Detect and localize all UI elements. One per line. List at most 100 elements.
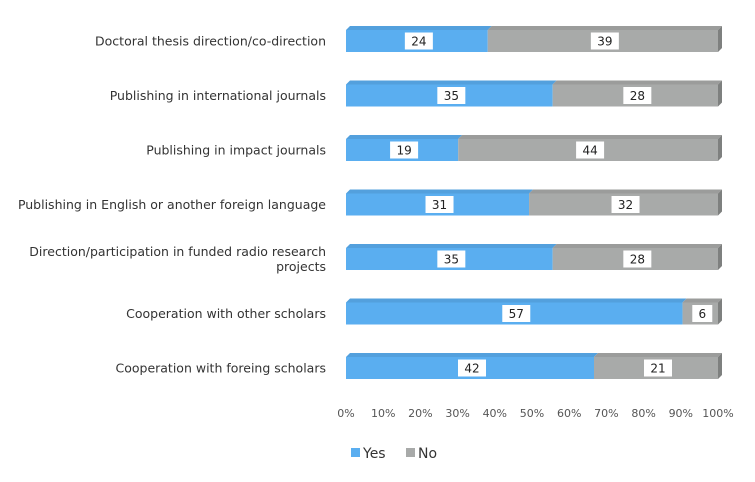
bar-yes-top-face — [346, 244, 557, 248]
data-label: 57 — [502, 305, 531, 322]
data-label: 28 — [623, 250, 652, 268]
bar-no-top-face — [529, 189, 722, 194]
bar-no-side-face — [718, 244, 722, 270]
tick-label: 70% — [594, 407, 618, 420]
data-label: 28 — [623, 87, 652, 104]
data-label-box — [611, 196, 640, 213]
data-label: 32 — [611, 196, 640, 213]
bar-no-top-face — [682, 298, 722, 303]
bar-yes-segment: 57 — [346, 298, 687, 325]
data-label-text: 32 — [618, 198, 633, 212]
data-label-box — [437, 87, 466, 104]
bar-no-side-face — [718, 189, 722, 216]
data-label: 21 — [644, 359, 672, 377]
legend-swatch — [351, 448, 360, 457]
data-label-text: 21 — [650, 362, 665, 376]
bar-no-segment: 39 — [487, 26, 722, 52]
value-axis-ticks: 0% 10% 20% 30% 40% 50% 60% 70% 80% 90% 100% — [337, 407, 733, 420]
legend-label: No — [418, 446, 437, 462]
data-label-text: 35 — [444, 89, 459, 103]
tick-label: 90% — [669, 407, 693, 420]
bar-no-segment: 6 — [682, 298, 722, 325]
bar-row: 57 6 — [346, 298, 722, 325]
bar-yes-top-face — [346, 135, 463, 139]
data-label-text: 42 — [464, 362, 479, 376]
category-label: Doctoral thesis direction/co-direction — [95, 34, 326, 49]
bar-no-segment: 28 — [552, 244, 722, 270]
legend-label: Yes — [362, 446, 386, 462]
data-label-text: 31 — [432, 198, 447, 212]
data-label: 42 — [458, 359, 486, 377]
bar-yes-top-face — [346, 80, 557, 85]
bar-no-segment: 32 — [529, 189, 722, 216]
bar-no-top-face — [458, 135, 722, 139]
data-label-box — [590, 32, 619, 50]
category-label: Publishing in English or another foreign… — [18, 197, 326, 212]
data-label: 31 — [425, 196, 454, 213]
bar-no-side-face — [718, 80, 722, 107]
tick-label: 100% — [702, 407, 733, 420]
data-label-text: 6 — [698, 307, 706, 321]
data-label-box — [437, 250, 466, 268]
bar-yes-segment: 24 — [346, 26, 492, 52]
bar-yes-segment: 31 — [346, 189, 534, 216]
data-label-text: 28 — [630, 253, 645, 267]
data-label-box — [390, 141, 419, 159]
bar-yes-segment: 35 — [346, 80, 557, 107]
data-label: 6 — [692, 305, 713, 322]
bar-no-top-face — [552, 244, 722, 248]
tick-label: 0% — [337, 407, 354, 420]
category-label: Publishing in impact journals — [146, 143, 326, 158]
data-label: 35 — [437, 250, 466, 268]
data-label: 24 — [404, 32, 433, 50]
data-label-text: 24 — [411, 35, 426, 49]
data-label-text: 19 — [396, 144, 411, 158]
data-label-text: 57 — [509, 307, 524, 321]
bar-no-side-face — [718, 353, 722, 379]
bar-no-side-face — [718, 298, 722, 325]
tick-label: 10% — [371, 407, 395, 420]
bar-no-top-face — [594, 353, 722, 357]
category-label: Direction/participation in funded radio … — [29, 244, 326, 274]
bar-no-side-face — [718, 26, 722, 52]
bar-no-segment: 44 — [458, 135, 722, 161]
bar-no-side-face — [718, 135, 722, 161]
data-label-box — [458, 359, 486, 377]
category-label: Publishing in international journals — [110, 88, 326, 103]
bar-row: 19 44 — [346, 135, 722, 161]
data-label-box — [576, 141, 605, 159]
category-label: Cooperation with foreing scholars — [115, 361, 326, 376]
category-axis-labels: Doctoral thesis direction/co-direction Pu… — [18, 34, 326, 376]
bar-row: 24 39 — [346, 26, 722, 52]
tick-label: 30% — [445, 407, 469, 420]
data-label-text: 44 — [582, 144, 597, 158]
tick-label: 80% — [631, 407, 655, 420]
bar-no-segment: 28 — [552, 80, 722, 107]
bar-yes-top-face — [346, 189, 534, 194]
bar-yes-top-face — [346, 26, 492, 30]
bar-row: 35 28 — [346, 244, 722, 270]
data-label: 35 — [437, 87, 466, 104]
category-label: Cooperation with other scholars — [126, 306, 326, 321]
data-label: 19 — [390, 141, 419, 159]
tick-label: 20% — [408, 407, 432, 420]
bar-yes-top-face — [346, 353, 598, 357]
data-label-box — [404, 32, 433, 50]
legend-item-no: No — [406, 446, 437, 462]
tick-label: 50% — [520, 407, 544, 420]
data-label-box — [644, 359, 672, 377]
tick-label: 60% — [557, 407, 581, 420]
bar-no-top-face — [487, 26, 722, 30]
bar-row: 42 21 — [346, 353, 722, 379]
legend-item-yes: Yes — [351, 446, 386, 462]
bar-row: 31 32 — [346, 189, 722, 216]
data-label-box — [692, 305, 713, 322]
data-label: 39 — [590, 32, 619, 50]
bar-yes-segment: 19 — [346, 135, 463, 161]
bar-no-segment: 21 — [594, 353, 722, 379]
data-label-box — [623, 87, 652, 104]
bar-row: 35 28 — [346, 80, 722, 107]
data-label-box — [425, 196, 454, 213]
